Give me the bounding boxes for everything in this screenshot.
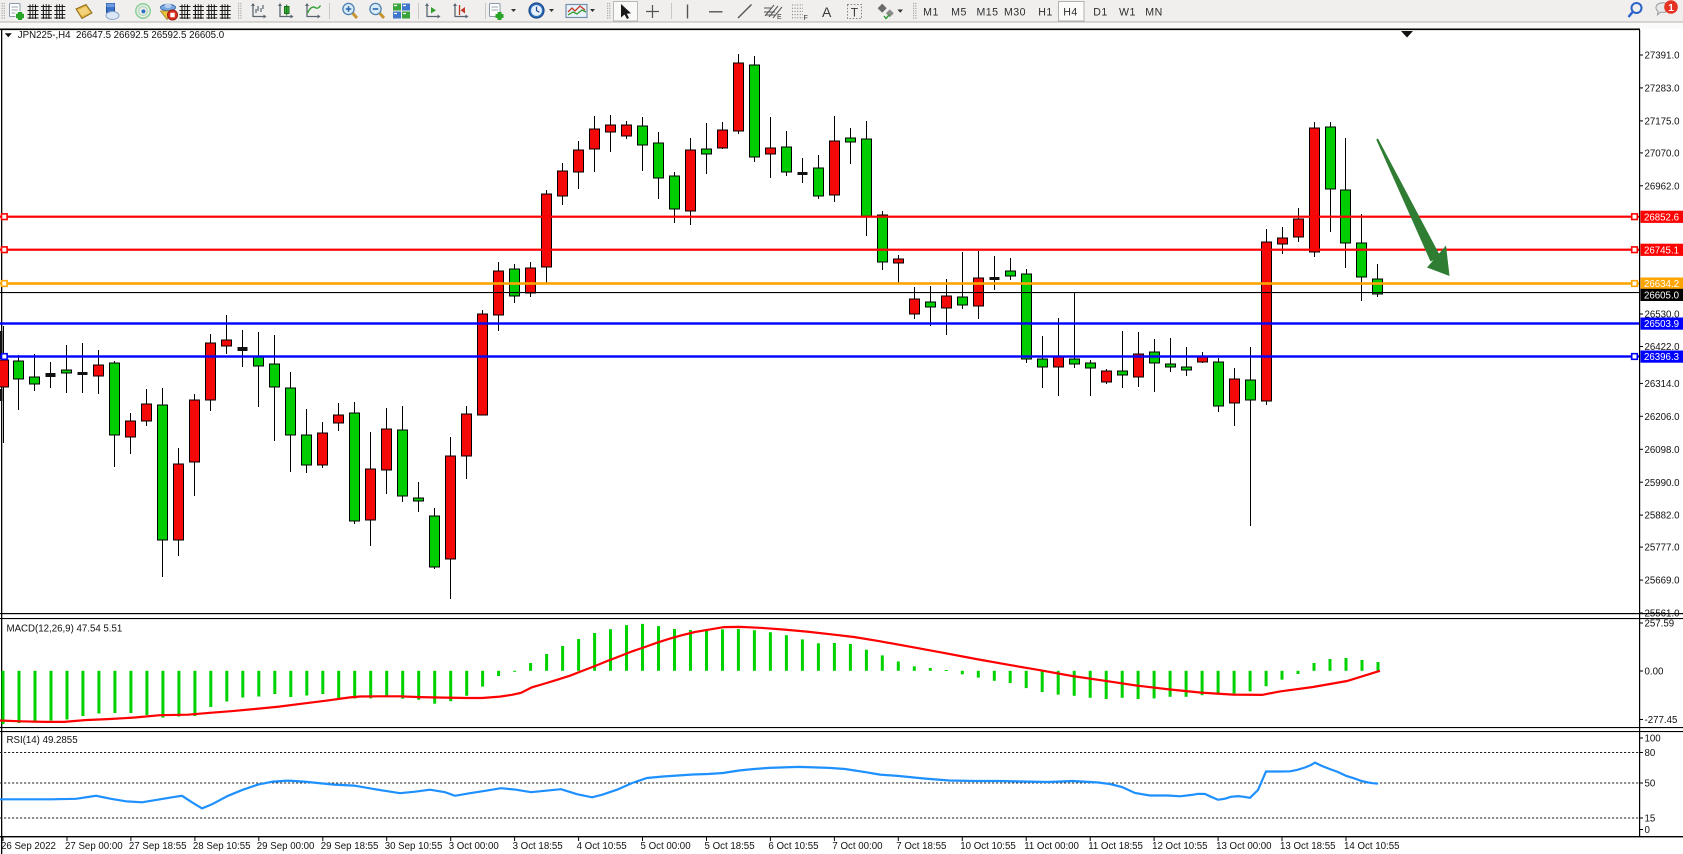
svg-text:27175.0: 27175.0 xyxy=(1645,117,1681,128)
svg-text:26745.1: 26745.1 xyxy=(1644,245,1679,256)
svg-text:A: A xyxy=(822,4,832,20)
svg-text:4 Oct 10:55: 4 Oct 10:55 xyxy=(577,841,627,852)
svg-text:26422.0: 26422.0 xyxy=(1645,342,1681,353)
svg-text:15: 15 xyxy=(1645,814,1656,825)
svg-text:RSI(14) 49.2855: RSI(14) 49.2855 xyxy=(7,735,78,746)
svg-text:26206.0: 26206.0 xyxy=(1645,412,1681,423)
svg-text:26 Sep 2022: 26 Sep 2022 xyxy=(1,841,56,852)
svg-text:H1: H1 xyxy=(1038,7,1053,19)
svg-text:3 Oct 00:00: 3 Oct 00:00 xyxy=(449,841,500,852)
svg-text:26396.3: 26396.3 xyxy=(1644,352,1679,363)
svg-text:26530.0: 26530.0 xyxy=(1645,310,1681,321)
svg-text:25561.0: 25561.0 xyxy=(1645,609,1681,620)
svg-text:M1: M1 xyxy=(923,7,939,19)
svg-text:11 Oct 00:00: 11 Oct 00:00 xyxy=(1024,841,1079,852)
svg-text:25669.0: 25669.0 xyxy=(1645,576,1681,587)
svg-text:27 Sep 00:00: 27 Sep 00:00 xyxy=(65,841,123,852)
svg-text:7 Oct 00:00: 7 Oct 00:00 xyxy=(832,841,883,852)
svg-text:W1: W1 xyxy=(1119,7,1136,19)
svg-text:29 Sep 18:55: 29 Sep 18:55 xyxy=(321,841,379,852)
svg-text:14 Oct 10:55: 14 Oct 10:55 xyxy=(1344,841,1399,852)
svg-text:-277.45: -277.45 xyxy=(1645,715,1678,726)
svg-text:27283.0: 27283.0 xyxy=(1645,84,1681,95)
svg-text:5 Oct 00:00: 5 Oct 00:00 xyxy=(641,841,692,852)
svg-text:M5: M5 xyxy=(951,7,967,19)
svg-text:29 Sep 00:00: 29 Sep 00:00 xyxy=(257,841,315,852)
svg-text:0.00: 0.00 xyxy=(1645,667,1664,678)
svg-text:25777.0: 25777.0 xyxy=(1645,543,1681,554)
svg-text:26098.0: 26098.0 xyxy=(1645,445,1681,456)
svg-text:13 Oct 00:00: 13 Oct 00:00 xyxy=(1216,841,1272,852)
svg-text:M30: M30 xyxy=(1004,7,1026,19)
svg-text:5 Oct 18:55: 5 Oct 18:55 xyxy=(705,841,755,852)
svg-text:26634.2: 26634.2 xyxy=(1644,279,1679,290)
svg-text:26852.6: 26852.6 xyxy=(1644,212,1679,223)
svg-text:M15: M15 xyxy=(976,7,998,19)
svg-text:MN: MN xyxy=(1145,7,1162,19)
svg-text:MACD(12,26,9) 47.54 5.51: MACD(12,26,9) 47.54 5.51 xyxy=(7,624,123,635)
svg-text:JPN225-,H4 26647.5 26692.5 26: JPN225-,H4 26647.5 26692.5 26592.5 26605… xyxy=(18,30,225,41)
svg-text:27 Sep 18:55: 27 Sep 18:55 xyxy=(129,841,187,852)
svg-text:26503.9: 26503.9 xyxy=(1644,319,1679,330)
svg-text:257.59: 257.59 xyxy=(1645,619,1675,630)
svg-text:11 Oct 18:55: 11 Oct 18:55 xyxy=(1088,841,1143,852)
svg-text:100: 100 xyxy=(1645,734,1662,745)
svg-text:26962.0: 26962.0 xyxy=(1645,181,1681,192)
svg-text:50: 50 xyxy=(1645,779,1656,790)
svg-text:80: 80 xyxy=(1645,748,1656,759)
svg-text:26605.0: 26605.0 xyxy=(1644,291,1680,302)
svg-text:F: F xyxy=(804,15,808,22)
svg-text:1: 1 xyxy=(1668,2,1674,14)
svg-text:6 Oct 10:55: 6 Oct 10:55 xyxy=(768,841,818,852)
svg-text:26314.0: 26314.0 xyxy=(1645,379,1681,390)
svg-text:H4: H4 xyxy=(1063,7,1078,19)
svg-text:7 Oct 18:55: 7 Oct 18:55 xyxy=(896,841,946,852)
svg-text:10 Oct 10:55: 10 Oct 10:55 xyxy=(960,841,1015,852)
svg-text:28 Sep 10:55: 28 Sep 10:55 xyxy=(193,841,251,852)
svg-text:30 Sep 10:55: 30 Sep 10:55 xyxy=(385,841,443,852)
svg-text:27070.0: 27070.0 xyxy=(1645,149,1681,160)
svg-text:0: 0 xyxy=(1645,825,1651,836)
svg-text:13 Oct 18:55: 13 Oct 18:55 xyxy=(1280,841,1335,852)
svg-text:3 Oct 18:55: 3 Oct 18:55 xyxy=(513,841,563,852)
svg-text:12 Oct 10:55: 12 Oct 10:55 xyxy=(1152,841,1207,852)
svg-text:D1: D1 xyxy=(1093,7,1108,19)
svg-text:T: T xyxy=(851,6,859,20)
svg-text:25990.0: 25990.0 xyxy=(1645,478,1681,489)
svg-text:E: E xyxy=(777,14,782,21)
svg-text:27391.0: 27391.0 xyxy=(1645,51,1681,62)
svg-text:25882.0: 25882.0 xyxy=(1645,511,1681,522)
